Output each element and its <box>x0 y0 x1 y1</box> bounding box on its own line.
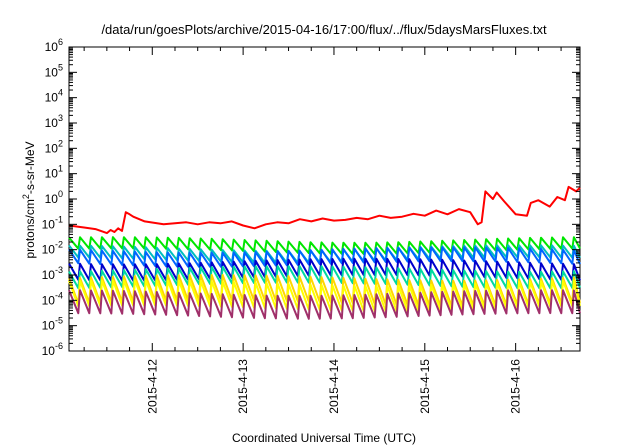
y-tick-label: 10-3 <box>42 265 63 282</box>
chart-title: /data/run/goesPlots/archive/2015-04-16/1… <box>101 22 547 37</box>
x-tick-label: 2015-4-15 <box>418 359 432 414</box>
y-tick-label: 101 <box>45 164 63 181</box>
y-tick-label: 102 <box>45 138 63 155</box>
x-axis-label: Coordinated Universal Time (UTC) <box>232 431 416 445</box>
y-tick-label: 105 <box>45 62 63 79</box>
y-tick-label: 100 <box>45 189 63 206</box>
x-tick-label: 2015-4-16 <box>509 359 523 414</box>
y-tick-label: 106 <box>45 37 63 54</box>
series-line <box>68 289 581 320</box>
x-tick-label: 2015-4-13 <box>236 359 250 414</box>
series-line <box>68 185 581 235</box>
series-line <box>68 236 581 255</box>
series-line <box>68 246 581 268</box>
y-axis-label-prefix: protons/cm <box>23 199 37 258</box>
y-tick-label: 10-5 <box>42 316 63 333</box>
x-axis: 2015-4-12 2015-4-13 2015-4-14 2015-4-15 2015… <box>83 47 562 414</box>
y-tick-label: 104 <box>45 88 63 105</box>
x-tick-label: 2015-4-12 <box>145 359 159 414</box>
y-tick-label: 10-4 <box>42 290 63 307</box>
y-tick-label: 10-2 <box>42 240 63 257</box>
y-tick-label: 10-1 <box>42 214 63 231</box>
x-tick-label: 2015-4-14 <box>327 359 341 414</box>
y-axis: 10-6 10-5 10-4 10-3 10-2 10-1 100 101 102 103 104 1… <box>42 37 580 358</box>
y-axis-label-suffix: -s-sr-MeV <box>23 141 37 194</box>
y-axis-label-sup: 2 <box>21 194 31 199</box>
series-layer <box>68 185 581 320</box>
y-tick-label: 10-6 <box>42 341 63 358</box>
y-tick-label: 103 <box>45 113 63 130</box>
y-axis-label: protons/cm2-s-sr-MeV <box>21 141 37 258</box>
